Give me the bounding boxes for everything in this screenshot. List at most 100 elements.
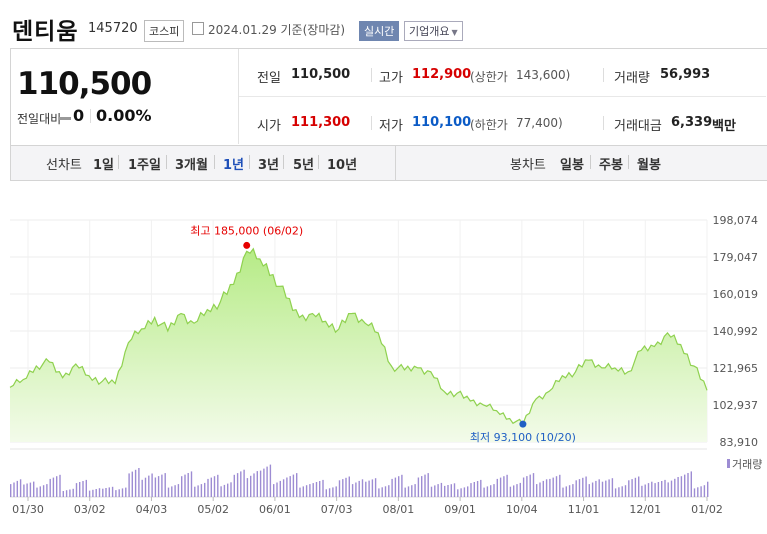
volume-bar — [207, 478, 209, 497]
upper-limit-label: (상한가 — [470, 70, 508, 84]
candle-chart-label: 봉차트 — [510, 158, 546, 173]
price-chart[interactable]: 198,074 179,047 160,019 140,992 121,965 102,9… — [0, 200, 767, 534]
volume-bar — [519, 482, 521, 497]
volume-bar — [641, 485, 643, 497]
divider — [90, 109, 91, 123]
volume-bar — [661, 481, 663, 497]
volume-bar — [282, 479, 285, 497]
period-1y-button[interactable]: 1년 — [223, 158, 245, 173]
base-date: 2024.01.29 기준(장마감) — [192, 21, 345, 38]
volume-bar — [565, 486, 567, 497]
weekly-candle-button[interactable]: 주봉 — [599, 158, 623, 173]
period-10y-button[interactable]: 10년 — [327, 158, 358, 173]
volume-bar — [253, 473, 255, 497]
volume-bar — [177, 484, 180, 497]
high-value: 112,900 — [412, 67, 472, 82]
volume-bar — [204, 482, 206, 497]
volume-bar — [608, 479, 610, 497]
volume-bar — [220, 486, 222, 497]
volume-bar — [42, 485, 45, 497]
change-label: 전일대비 — [17, 112, 62, 126]
x-tick-label: 10/04 — [506, 503, 538, 516]
period-3y-button[interactable]: 3년 — [258, 158, 280, 173]
divider — [249, 155, 250, 169]
volume-bar — [33, 481, 35, 497]
market-badge: 코스피 — [144, 20, 185, 42]
change-value: 0 — [73, 106, 85, 125]
volume-bar — [95, 489, 97, 497]
volume-bar — [154, 477, 157, 497]
volume-bar — [651, 481, 653, 497]
volume-value: 56,993 — [660, 67, 711, 82]
x-tick-label: 07/03 — [321, 503, 353, 516]
company-overview-dropdown[interactable]: 기업개요 ▼ — [404, 21, 463, 41]
x-tick-label: 03/02 — [74, 503, 106, 516]
monthly-candle-button[interactable]: 월봉 — [637, 158, 661, 173]
volume-bar — [19, 479, 22, 497]
volume-bar — [167, 487, 170, 498]
volume-bar — [309, 484, 311, 497]
x-axis: 01/30 03/02 04/03 05/02 06/01 07/03 08/01 09/01… — [12, 497, 723, 516]
volume-bar — [693, 488, 696, 497]
line-chart-label: 선차트 — [46, 158, 82, 173]
volume-bar — [378, 488, 380, 497]
period-1d-button[interactable]: 1일 — [93, 158, 115, 173]
volume-bar — [542, 480, 544, 497]
low-value: 110,100 — [412, 115, 472, 130]
volume-bar — [493, 484, 495, 497]
volume-bar — [118, 489, 120, 497]
y-tick-label: 121,965 — [713, 362, 759, 375]
volume-bar — [516, 484, 518, 497]
volume-bar — [371, 479, 374, 497]
volume-bar — [384, 486, 387, 497]
period-5y-button[interactable]: 5년 — [293, 158, 315, 173]
volume-bar — [250, 475, 252, 497]
volume-bar — [483, 487, 485, 498]
divider — [590, 155, 591, 169]
volume-bar — [595, 480, 597, 497]
volume-bar — [368, 480, 370, 498]
volume-bar — [677, 477, 679, 497]
volume-bar — [223, 484, 226, 497]
volume-bar — [654, 483, 656, 497]
volume-bar — [476, 481, 479, 497]
daily-candle-button[interactable]: 일봉 — [560, 158, 584, 173]
volume-bar — [684, 474, 686, 497]
prev-close-label: 전일 — [257, 71, 281, 86]
volume-bar — [217, 474, 219, 497]
volume-bar — [545, 479, 548, 497]
volume-bar — [213, 476, 216, 497]
volume-bar — [138, 468, 140, 497]
volume-bar — [404, 487, 406, 498]
period-3m-button[interactable]: 3개월 — [175, 158, 208, 173]
period-1w-button[interactable]: 1주일 — [128, 158, 161, 173]
realtime-button[interactable]: 실시간 — [359, 21, 400, 41]
volume-bar — [345, 477, 347, 497]
volume-bar — [315, 482, 318, 497]
volume-bar — [634, 477, 637, 497]
volume-bar — [233, 474, 235, 497]
volume-bar — [115, 490, 117, 497]
volume-bar — [444, 485, 446, 497]
volume-bar — [10, 484, 12, 497]
volume-bar — [598, 479, 600, 497]
volume-bar — [644, 484, 646, 497]
volume-bar — [259, 470, 262, 497]
volume-bar — [75, 483, 78, 497]
volume-label: 거래량 — [614, 71, 650, 86]
volume-bar — [187, 473, 189, 497]
volume-bar — [134, 469, 137, 497]
low-label: 저가 — [379, 119, 403, 134]
volume-bar — [680, 476, 683, 497]
volume-bar — [355, 482, 357, 497]
volume-bar — [591, 482, 594, 497]
volume-bar — [562, 487, 564, 498]
high-annotation: 최고 185,000 (06/02) — [190, 224, 303, 237]
volume-bar — [13, 482, 15, 497]
divider — [395, 145, 396, 181]
volume-bar — [687, 473, 689, 497]
volume-bar — [457, 489, 459, 497]
divider — [628, 155, 629, 169]
stock-code: 145720 — [88, 21, 138, 36]
volume-bar — [374, 478, 377, 497]
